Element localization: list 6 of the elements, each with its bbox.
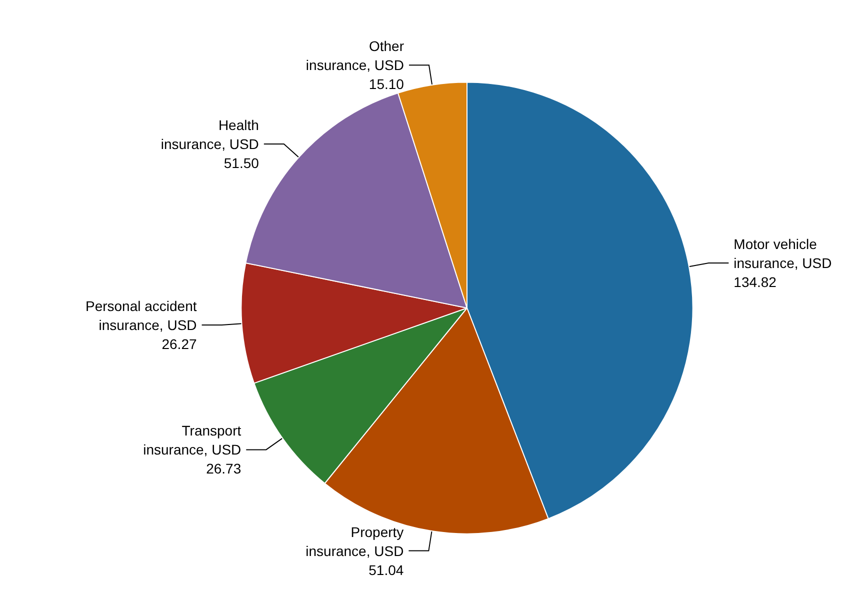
- slice-label: Health insurance, USD 51.50: [160, 116, 260, 171]
- slice-label: Transport insurance, USD 26.73: [143, 422, 242, 477]
- slice-label: Personal accident insurance, USD 26.27: [85, 298, 197, 352]
- slice-label: Motor vehicle insurance, USD 134.82: [734, 236, 832, 290]
- slice-label: Property insurance, USD 51.04: [306, 524, 404, 578]
- slice-label: Other insurance, USD 15.10: [306, 38, 404, 92]
